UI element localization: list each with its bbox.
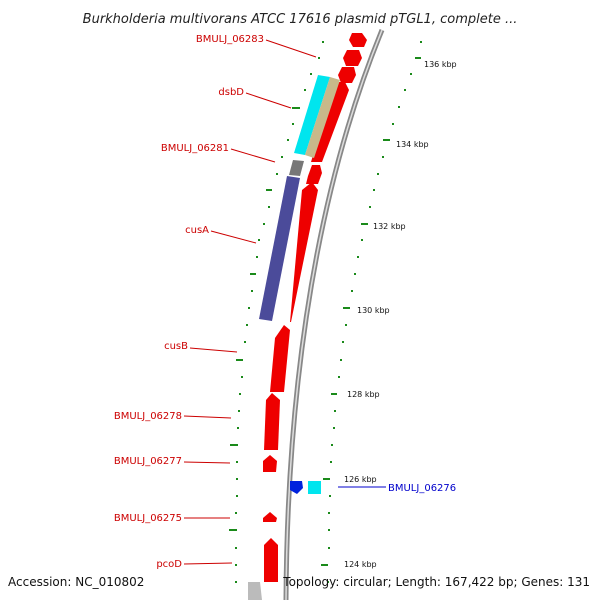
tick-label: 130 kbp [357,306,390,315]
cds-arrow[interactable] [270,325,290,392]
tick-label: 126 kbp [344,475,377,484]
tick-label: 132 kbp [373,222,406,231]
gene-label[interactable]: pcoD [156,559,182,570]
cds-arrow[interactable] [343,50,362,66]
cds-arrow[interactable] [290,182,318,322]
map-title: Burkholderia multivorans ATCC 17616 plas… [83,12,518,27]
gene-label[interactable]: cusA [185,225,209,236]
gene-label[interactable]: BMULJ_06283 [196,34,264,45]
cds-arrow[interactable] [349,33,367,47]
tick-label: 134 kbp [396,140,429,149]
cds-arrow[interactable] [306,165,322,184]
gene-label[interactable]: BMULJ_06277 [114,456,182,467]
gene-label[interactable]: BMULJ_06281 [161,143,229,154]
cog-block-grey [289,160,304,176]
cog-block-cyan-small [308,481,321,494]
cds-arrow[interactable] [264,393,280,450]
gene-label[interactable]: BMULJ_06276 [388,483,456,494]
backbone-highlight [285,29,383,600]
cds-arrow[interactable] [263,455,277,472]
outer-tick-marks [321,41,422,583]
reverse-cds-arrow[interactable] [290,481,303,494]
cog-block-tan [305,77,340,158]
cog-block-purple [259,176,300,321]
gene-label[interactable]: cusB [164,341,188,352]
forward-cds-track [263,33,367,582]
cds-arrow[interactable] [264,538,278,582]
inner-tick-marks [229,41,324,583]
tick-label: 124 kbp [344,560,377,569]
tick-label: 128 kbp [347,390,380,399]
cds-arrow[interactable] [338,67,356,83]
gene-leader-lines [183,39,317,565]
gene-label[interactable]: dsbD [218,87,244,98]
tick-label: 136 kbp [424,60,457,69]
topology-text: Topology: circular; Length: 167,422 bp; … [282,575,590,589]
gene-label[interactable]: BMULJ_06278 [114,411,182,422]
cds-arrow[interactable] [311,82,349,162]
cog-block-cyan [294,75,330,155]
accession-text: Accession: NC_010802 [8,575,144,589]
cog-block-lightgrey [248,582,262,600]
gene-label[interactable]: BMULJ_06275 [114,513,182,524]
cds-arrow[interactable] [263,512,277,522]
